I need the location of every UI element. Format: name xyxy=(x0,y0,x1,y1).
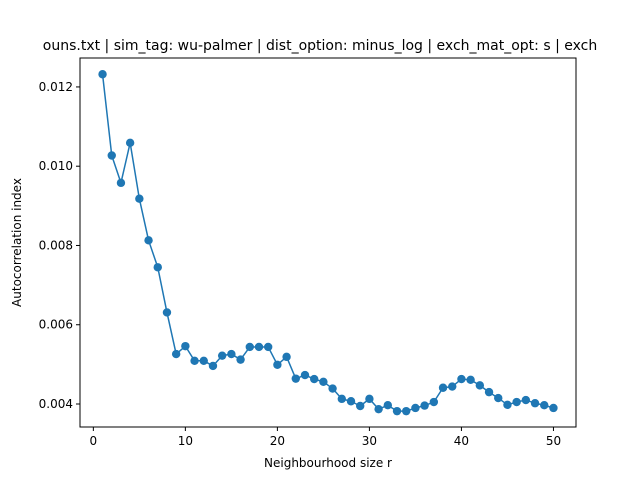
data-point xyxy=(153,263,162,272)
data-point xyxy=(484,387,494,397)
data-point xyxy=(466,375,475,385)
data-point xyxy=(107,151,116,160)
y-axis-ticks: 0.004 0.006 0.008 0.010 0.012 xyxy=(39,80,80,411)
x-axis-label: Neighbourhood size r xyxy=(264,456,392,470)
data-point xyxy=(227,349,236,359)
data-point xyxy=(291,374,300,383)
data-point xyxy=(540,401,549,410)
data-point xyxy=(199,356,208,366)
y-tick-label: 0.012 xyxy=(39,80,73,94)
data-point xyxy=(356,401,365,411)
y-tick-label: 0.006 xyxy=(39,318,73,332)
data-point xyxy=(530,399,540,408)
data-point xyxy=(337,394,346,404)
data-point xyxy=(475,381,485,390)
data-point xyxy=(448,382,457,391)
data-point xyxy=(181,341,190,351)
y-axis-label: Autocorrelation index xyxy=(10,178,24,307)
y-tick-label: 0.010 xyxy=(39,159,73,173)
data-point xyxy=(402,406,411,416)
data-point xyxy=(512,397,521,407)
data-point xyxy=(236,355,245,364)
chart-title: ouns.txt | sim_tag: wu-palmer | dist_opt… xyxy=(43,38,597,54)
data-point xyxy=(300,370,310,380)
x-tick-label: 20 xyxy=(270,434,285,448)
data-point xyxy=(521,395,531,405)
data-point xyxy=(135,194,144,203)
x-tick-label: 50 xyxy=(546,434,561,448)
data-point xyxy=(374,404,383,414)
x-tick-label: 0 xyxy=(90,434,98,448)
data-point xyxy=(328,384,337,393)
series-line xyxy=(101,74,554,412)
data-point xyxy=(273,360,282,369)
data-point xyxy=(494,393,503,403)
data-series xyxy=(98,70,558,416)
data-point xyxy=(549,403,558,413)
data-point xyxy=(319,377,328,387)
data-point xyxy=(162,308,172,317)
data-point xyxy=(254,342,264,352)
data-point xyxy=(245,342,254,352)
data-point xyxy=(217,351,227,360)
data-point xyxy=(125,138,135,148)
x-tick-label: 10 xyxy=(178,434,193,448)
x-tick-label: 40 xyxy=(454,434,469,448)
data-point xyxy=(171,349,181,359)
data-point xyxy=(420,401,429,410)
data-point xyxy=(438,383,448,392)
data-point xyxy=(190,356,199,366)
plot-area-frame xyxy=(79,57,577,428)
x-tick-label: 30 xyxy=(362,434,377,448)
data-point xyxy=(365,394,374,404)
data-point xyxy=(411,403,420,413)
y-tick-label: 0.008 xyxy=(39,238,73,252)
data-point xyxy=(98,70,107,79)
x-axis-ticks: 0 10 20 30 40 50 xyxy=(90,427,561,448)
data-point xyxy=(263,342,273,352)
data-point xyxy=(392,406,402,416)
data-point xyxy=(503,400,512,409)
data-point xyxy=(208,361,218,371)
y-tick-label: 0.004 xyxy=(39,397,73,411)
data-point xyxy=(144,236,153,245)
data-point xyxy=(429,397,439,407)
data-point xyxy=(282,352,291,362)
data-point xyxy=(346,397,356,406)
data-point xyxy=(457,374,466,384)
data-point xyxy=(383,401,393,410)
data-point xyxy=(310,374,319,384)
data-point xyxy=(116,178,126,188)
